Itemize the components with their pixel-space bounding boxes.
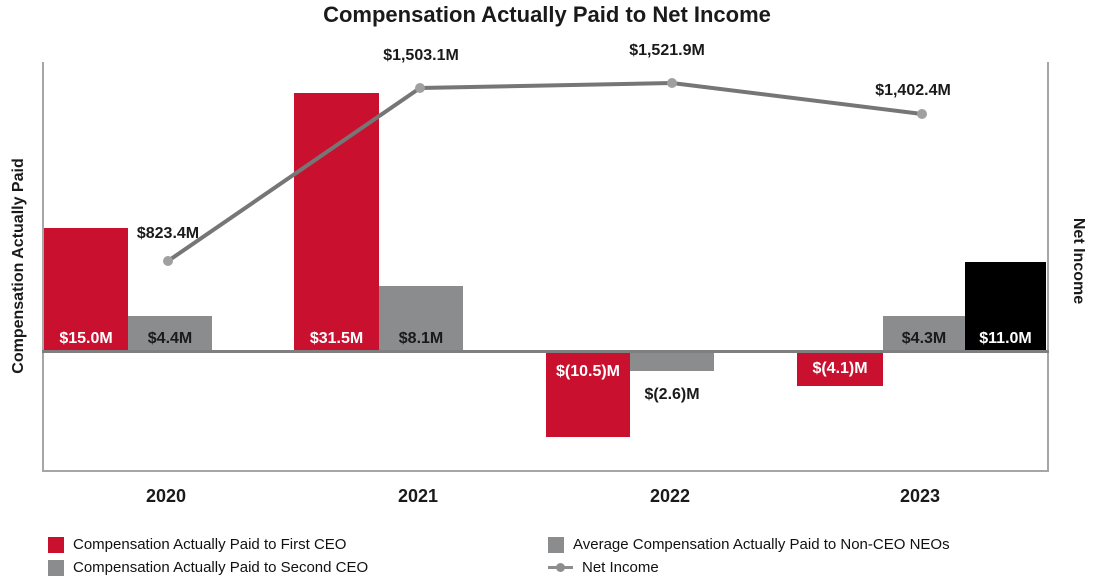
net-income-label-2020: $823.4M — [136, 225, 200, 242]
legend-label: Net Income — [582, 559, 659, 576]
bar-value-label: $(10.5)M — [555, 363, 621, 380]
legend-item-first-ceo: Compensation Actually Paid to First CEO — [48, 534, 368, 555]
legend-label: Compensation Actually Paid to Second CEO — [73, 559, 369, 576]
bar-first-ceo-2021: $31.5M — [294, 93, 379, 352]
legend-item-nonceo-neos: Average Compensation Actually Paid to No… — [548, 534, 950, 555]
bar-first-ceo-2020: $15.0M — [44, 228, 128, 352]
x-tick-2021: 2021 — [397, 486, 439, 506]
net-income-label-2023: $1,402.4M — [875, 82, 951, 99]
bar-value-label: $11.0M — [979, 330, 1032, 347]
x-tick-2023: 2023 — [899, 486, 941, 506]
bar-nonceo-neos-2020: $4.4M — [128, 316, 212, 352]
legend-swatch-nonceo-neos — [548, 536, 564, 553]
legend-line-dot-marker — [548, 563, 573, 572]
net-income-label-2021: $1,503.1M — [383, 47, 459, 64]
legend-swatch-second-ceo — [48, 559, 64, 576]
bar-second-ceo-2023: $11.0M — [965, 262, 1046, 352]
net-income-label-2022: $1,521.9M — [629, 42, 705, 59]
bar-value-label: $15.0M — [59, 330, 113, 347]
legend-left-column: Compensation Actually Paid to First CEO … — [48, 534, 368, 578]
zero-baseline — [42, 350, 1049, 353]
net-income-point-2023 — [917, 109, 927, 119]
legend-label: Average Compensation Actually Paid to No… — [573, 536, 950, 553]
bar-nonceo-neos-2022 — [630, 352, 714, 371]
net-income-point-2020 — [163, 256, 173, 266]
legend-label: Compensation Actually Paid to First CEO — [73, 536, 347, 553]
net-income-path — [166, 80, 923, 263]
bar-nonceo-neos-2023: $4.3M — [883, 316, 965, 352]
legend-right-column: Average Compensation Actually Paid to No… — [548, 534, 950, 578]
plot-bottom-border — [42, 470, 1049, 472]
bar-value-label: $(4.1)M — [812, 360, 868, 377]
bar-value-label: $4.4M — [147, 330, 193, 347]
right-axis-label: Net Income — [1070, 217, 1087, 305]
bar-value-label: $4.3M — [901, 330, 947, 347]
bar-value-label: $(2.6)M — [644, 386, 700, 403]
bar-first-ceo-2022: $(10.5)M — [546, 352, 630, 437]
plot-left-border — [42, 62, 44, 472]
x-tick-2022: 2022 — [649, 486, 691, 506]
bar-nonceo-neos-2021: $8.1M — [379, 286, 463, 352]
x-tick-2020: 2020 — [145, 486, 187, 506]
net-income-point-2022 — [667, 78, 677, 88]
bar-value-label: $31.5M — [309, 330, 364, 347]
net-income-point-2021 — [415, 83, 425, 93]
plot-right-border — [1047, 62, 1049, 472]
legend-item-second-ceo: Compensation Actually Paid to Second CEO — [48, 557, 368, 578]
bar-value-label: $8.1M — [398, 330, 444, 347]
chart-title: Compensation Actually Paid to Net Income — [323, 2, 771, 27]
legend-swatch-first-ceo — [48, 536, 64, 553]
legend-item-net-income: Net Income — [548, 557, 950, 578]
left-axis-label: Compensation Actually Paid — [10, 158, 27, 374]
legend-line-dot — [556, 563, 565, 572]
bar-first-ceo-2023: $(4.1)M — [797, 352, 883, 386]
